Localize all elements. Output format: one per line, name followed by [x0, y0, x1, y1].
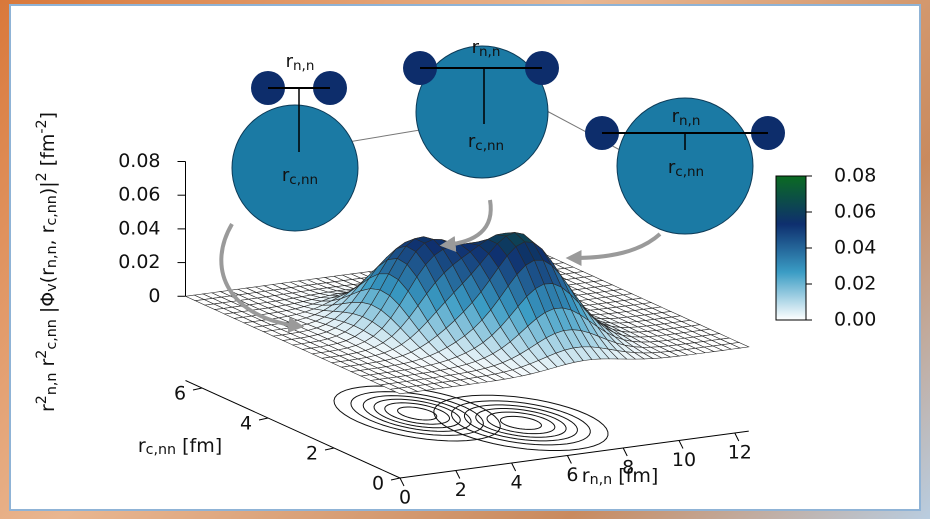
label-part: 2: [34, 172, 50, 181]
colorbar-tick-label: 0.00: [834, 309, 876, 331]
label-part: n,n: [44, 246, 60, 269]
colorbar: [776, 176, 806, 320]
label-part: c,nn: [44, 195, 60, 225]
colorbar-tick-label: 0.06: [834, 201, 876, 223]
label-part: 2: [34, 395, 50, 404]
z-tick-label: 0.08: [118, 150, 160, 172]
label-part: c,nn: [44, 319, 60, 349]
z-tick-label: 0.02: [118, 251, 160, 273]
label-part: r: [138, 435, 146, 457]
label-part: c,nn: [675, 164, 704, 180]
label-part: )|: [37, 181, 59, 195]
z-tick-label: 0.04: [118, 217, 160, 239]
colorbar-tick-label: 0.08: [834, 165, 876, 187]
page: {"chart_data": { "type": "surface3d", "x…: [0, 0, 930, 519]
x-tick-label: 2: [455, 479, 467, 501]
label-part: c,nn: [289, 172, 318, 188]
label-part: , r: [37, 225, 59, 245]
label-part: 2: [34, 350, 50, 359]
x-tick-label: 12: [728, 442, 752, 464]
label-part: (r: [37, 268, 59, 283]
label-part: c,nn: [475, 138, 504, 154]
y-tick-label: 2: [306, 443, 318, 465]
label-part: ]: [37, 112, 59, 119]
label-part: r: [37, 359, 59, 373]
label-part: r: [582, 465, 590, 487]
label-part: n,n: [293, 58, 314, 74]
chart: 0246810120246rn,n [fm]rc,nn [fm]00.020.0…: [0, 0, 930, 519]
x-tick-label: 6: [566, 464, 578, 486]
label-part: [fm]: [612, 465, 658, 487]
label-part: -2: [34, 119, 50, 133]
label-part: [fm]: [176, 435, 222, 457]
label-part: n,n: [44, 373, 60, 396]
y-tick-label: 4: [240, 413, 252, 435]
label-part: c,nn: [146, 442, 176, 458]
x-tick-label: 4: [511, 472, 523, 494]
label-part: |Φ: [37, 292, 59, 319]
colorbar-tick-label: 0.04: [834, 237, 876, 259]
label-part: r: [37, 404, 59, 412]
label-part: n,n: [479, 44, 500, 60]
z-tick-label: 0: [148, 285, 160, 307]
label-part: n,n: [679, 113, 700, 129]
z-tick-label: 0.06: [118, 184, 160, 206]
y-tick-label: 0: [372, 473, 384, 495]
x-tick-label: 0: [399, 487, 411, 509]
y-tick-label: 6: [174, 383, 186, 405]
label-part: [fm: [37, 134, 59, 173]
x-tick-label: 10: [672, 449, 696, 471]
colorbar-tick-label: 0.02: [834, 273, 876, 295]
label-part: n,n: [590, 472, 613, 488]
core: [232, 105, 358, 231]
